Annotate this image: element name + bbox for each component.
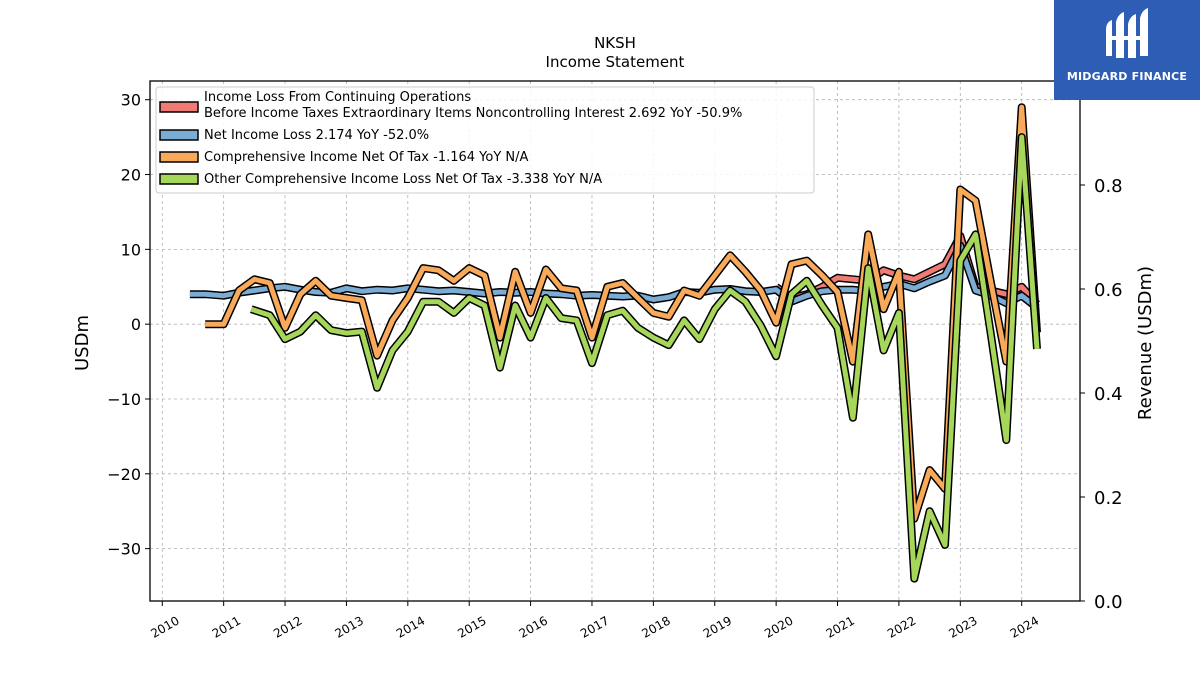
brand-name: MIDGARD FINANCE	[1066, 70, 1188, 83]
legend-label-3: Other Comprehensive Income Loss Net Of T…	[204, 172, 602, 187]
legend-swatch-2	[159, 151, 199, 163]
y-tick-label: 20	[121, 166, 141, 185]
y-tick-label: −10	[107, 390, 141, 409]
legend-label-1: Net Income Loss 2.174 YoY -52.0%	[204, 128, 429, 143]
legend-swatch-1	[159, 129, 199, 141]
series-lines	[189, 103, 1041, 583]
y-tick-label: −20	[107, 465, 141, 484]
x-tick-label: 2014	[394, 613, 427, 640]
x-tick-label: 2017	[578, 613, 611, 640]
x-tick-label: 2010	[148, 613, 181, 640]
y2-tick-label: 0.8	[1094, 176, 1123, 197]
chart-title: NKSH	[594, 34, 636, 52]
x-tick-label: 2023	[946, 613, 979, 640]
x-tick-label: 2013	[332, 613, 365, 640]
x-tick-label: 2018	[639, 613, 672, 640]
legend-label-2: Comprehensive Income Net Of Tax -1.164 Y…	[204, 150, 529, 165]
x-tick-label: 2012	[271, 613, 304, 640]
y2-tick-label: 0.0	[1094, 592, 1123, 613]
y2-tick-label: 0.2	[1094, 488, 1123, 509]
series-line-2	[205, 104, 1040, 522]
legend-swatch-3	[159, 173, 199, 185]
y-tick-label: 30	[121, 91, 141, 110]
brand-logo: MIDGARD FINANCE	[1054, 0, 1200, 100]
chart-subtitle: Income Statement	[546, 53, 685, 71]
x-tick-label: 2016	[517, 613, 550, 640]
y2-axis-label: Revenue (USDm)	[1135, 266, 1156, 420]
y2-tick-label: 0.4	[1094, 384, 1123, 405]
x-tick-label: 2021	[824, 613, 857, 640]
legend: Income Loss From Continuing OperationsBe…	[155, 86, 815, 194]
plot-frame	[149, 80, 1081, 602]
legend-label-0: Before Income Taxes Extraordinary Items …	[204, 106, 742, 121]
y-axis-label: USDm	[72, 315, 93, 371]
x-tick-label: 2011	[210, 613, 243, 640]
legend-swatch-0	[159, 101, 199, 113]
x-tick-label: 2019	[701, 613, 734, 640]
y-tick-label: −30	[107, 540, 141, 559]
legend-label-0: Income Loss From Continuing Operations	[204, 90, 471, 105]
y2-tick-label: 0.6	[1094, 280, 1123, 301]
legend-box	[155, 86, 815, 194]
x-tick-label: 2022	[885, 613, 918, 640]
y-tick-label: 10	[121, 240, 141, 259]
midgard-finance-logo-icon	[1106, 8, 1148, 58]
series-line-3	[250, 134, 1040, 582]
x-tick-label: 2020	[762, 613, 795, 640]
y-tick-label: 0	[131, 315, 141, 334]
x-tick-label: 2015	[455, 613, 488, 640]
x-tick-label: 2024	[1008, 613, 1041, 640]
